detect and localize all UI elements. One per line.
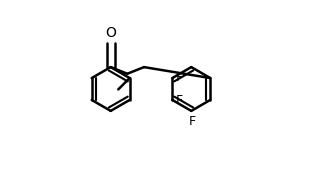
Text: F: F	[189, 115, 196, 128]
Text: O: O	[105, 26, 116, 40]
Text: F: F	[176, 94, 183, 107]
Text: F: F	[176, 71, 183, 84]
